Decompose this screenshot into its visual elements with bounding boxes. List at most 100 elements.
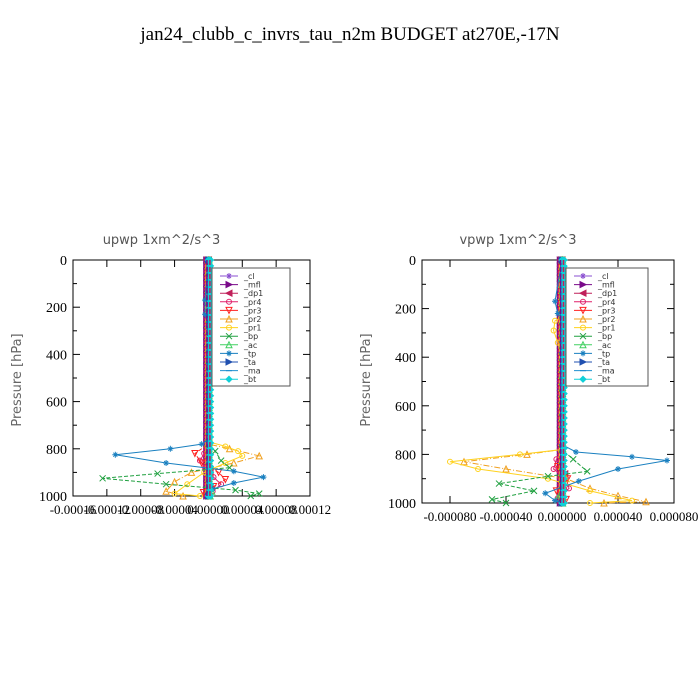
legend-item: _ta (220, 358, 256, 367)
legend-item: _ma (220, 367, 261, 376)
legend-marker (226, 298, 232, 305)
y-tick-label: 600 (46, 396, 67, 411)
data-point (587, 487, 593, 494)
legend-label: _bt (597, 375, 610, 384)
data-point (544, 472, 552, 480)
legend-label: _pr4 (597, 298, 615, 307)
legend-item: _tp (220, 349, 256, 358)
data-point (488, 496, 496, 503)
legend-item: _ac (220, 340, 257, 350)
data-point (517, 451, 523, 458)
data-point (575, 478, 582, 485)
data-point (187, 468, 196, 476)
legend-item: _pr3 (220, 306, 261, 315)
legend-marker (579, 332, 587, 340)
data-point (163, 459, 170, 466)
y-tick-label: 800 (395, 448, 416, 463)
legend-marker (579, 280, 588, 289)
data-point (230, 458, 238, 467)
legend-label: _dp1 (243, 289, 263, 298)
legend-label: _tp (243, 349, 256, 358)
data-point (222, 443, 229, 450)
legend-label: _bt (243, 375, 256, 384)
legend-item: _dp1 (574, 289, 617, 298)
legend-item: _pr3 (574, 306, 615, 315)
data-point (664, 457, 670, 464)
series-line (115, 259, 264, 497)
legend-item: _pr4 (220, 298, 261, 307)
legend-item: _dp1 (220, 289, 263, 298)
legend-label: _pr2 (597, 315, 615, 324)
legend-item: _bt (220, 375, 256, 384)
y-tick-label: 0 (409, 254, 416, 269)
chart-panel-2: vpwp 1xm^2/s^3 Pressure [hPa] 0 200 400 600 80… (359, 233, 698, 524)
legend-label: _bp (597, 332, 612, 341)
legend-marker (226, 273, 232, 279)
legend-label: _bp (243, 332, 258, 341)
data-point (552, 317, 558, 324)
data-point (530, 487, 538, 495)
x-tick-label: -0.00012 (84, 502, 131, 517)
data-point (552, 487, 561, 495)
legend-marker (579, 340, 587, 349)
legend-marker (225, 280, 234, 289)
y-tick-label: 600 (395, 400, 416, 415)
legend-marker (579, 306, 587, 315)
data-point (629, 453, 635, 460)
x-tick-label: -0.00004 (151, 502, 198, 517)
data-point (239, 452, 246, 459)
y-axis-label: Pressure [hPa] (359, 333, 374, 426)
legend-marker (225, 306, 233, 315)
data-point (99, 474, 106, 482)
data-point (196, 493, 203, 499)
x-tick-label: 0.00012 (289, 502, 331, 517)
legend-item: _cl (220, 272, 255, 281)
chart-panel-1: upwp 1xm^2/s^3 Pressure [hPa] 0 200 400 600 80… (10, 233, 331, 517)
x-tick-label: 0.00000 (187, 502, 229, 517)
legend-item: _bt (574, 375, 610, 384)
data-point (523, 450, 531, 458)
data-point (162, 487, 170, 495)
data-point (552, 298, 558, 305)
data-point (569, 455, 577, 463)
chart-title: upwp 1xm^2/s^3 (103, 233, 221, 248)
legend-label: _ta (243, 358, 256, 367)
legend-marker (579, 358, 588, 366)
legend-item: _pr2 (574, 314, 615, 324)
legend-marker (579, 375, 587, 383)
chart-title: vpwp 1xm^2/s^3 (459, 233, 576, 248)
data-point (552, 497, 558, 504)
legend-marker (225, 332, 233, 340)
y-tick-label: 400 (395, 351, 416, 366)
x-tick-label: -0.000040 (479, 509, 532, 524)
data-point (614, 491, 622, 500)
legend-marker (225, 358, 234, 366)
legend-label: _pr1 (243, 324, 261, 333)
data-point (566, 485, 572, 492)
data-point (221, 475, 230, 484)
data-point (154, 470, 161, 477)
data-point (230, 468, 237, 475)
legend-marker (578, 289, 587, 298)
y-tick-label: 200 (395, 303, 416, 318)
y-tick-label: 200 (46, 301, 67, 316)
data-point (112, 451, 119, 458)
legend-marker (225, 340, 233, 349)
data-point (447, 458, 453, 465)
data-point (171, 490, 178, 497)
data-point (232, 486, 239, 494)
legend-box (211, 267, 291, 387)
x-tick-label: -0.000080 (423, 509, 476, 524)
data-point (255, 490, 263, 497)
x-tick-label: 0.00008 (255, 502, 297, 517)
legend-marker (580, 298, 586, 305)
data-point (198, 441, 205, 448)
legend-item: _mfl (220, 281, 261, 290)
legend-marker (225, 314, 233, 323)
data-point (475, 465, 481, 472)
legend-label: _ac (597, 341, 611, 350)
y-tick-label: 1000 (39, 490, 67, 505)
data-point (542, 490, 549, 497)
legend-label: _mfl (243, 281, 261, 290)
legend-item: _pr1 (220, 324, 261, 333)
